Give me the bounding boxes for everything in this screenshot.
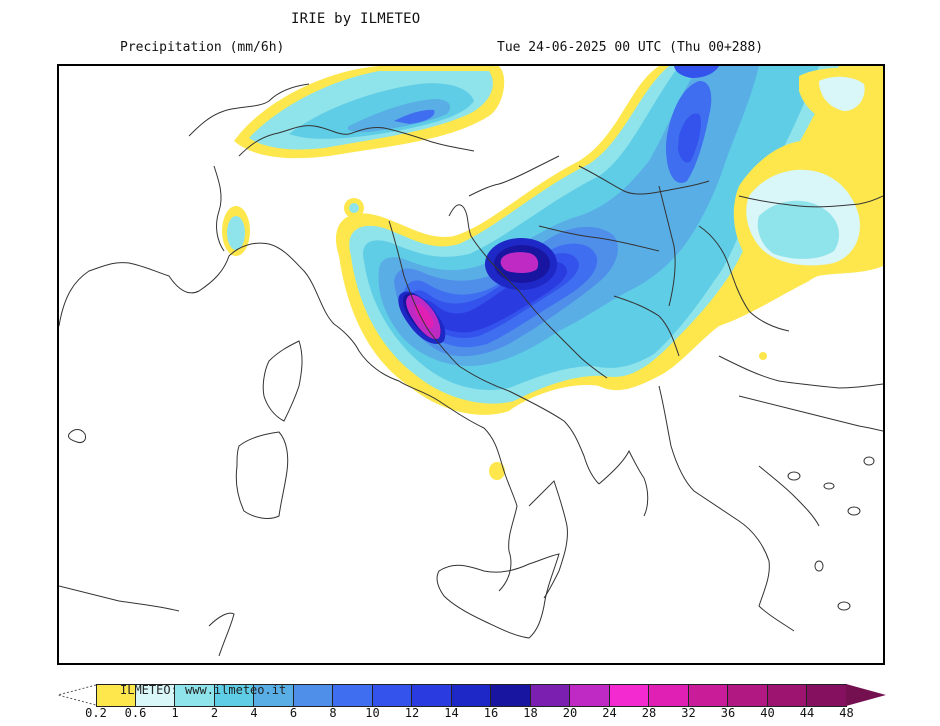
precipitation-field	[222, 66, 883, 480]
colorbar-cells	[96, 684, 847, 707]
colorbar-cell	[491, 685, 531, 706]
tick-label: 44	[799, 706, 815, 720]
colorbar-cell	[214, 685, 254, 706]
colorbar-cell	[767, 685, 807, 706]
tick-label: 12	[404, 706, 420, 720]
colorbar-cell	[530, 685, 570, 706]
precipitation-map	[57, 64, 885, 665]
tick-label: 0.6	[124, 706, 147, 720]
colorbar-legend: 0.2 0.6 1 2 4 6 8 10 12 14 16 18 20 24 2…	[56, 684, 896, 724]
colorbar-cell	[293, 685, 333, 706]
colorbar-left-arrow	[56, 684, 97, 706]
colorbar-cell	[728, 685, 768, 706]
colorbar-cell	[135, 685, 175, 706]
tick-label: 14	[444, 706, 459, 720]
colorbar-cell	[451, 685, 491, 706]
tick-label: 2	[210, 706, 219, 720]
tick-label: 6	[289, 706, 298, 720]
tick-label: 32	[681, 706, 696, 720]
map-canvas	[59, 66, 883, 657]
colorbar-cell	[412, 685, 452, 706]
tick-label: 36	[720, 706, 736, 720]
variable-label: Precipitation (mm/6h)	[120, 40, 285, 55]
colorbar-cell	[333, 685, 373, 706]
colorbar-cell	[609, 685, 649, 706]
chart-title: IRIE by ILMETEO	[291, 11, 421, 27]
tick-label: 20	[562, 706, 578, 720]
tick-label: 24	[602, 706, 617, 720]
colorbar-cell	[649, 685, 689, 706]
colorbar-cell	[175, 685, 215, 706]
tick-label: 16	[483, 706, 499, 720]
colorbar-cell	[570, 685, 610, 706]
tick-label: 1	[171, 706, 179, 720]
tick-label: 18	[523, 706, 538, 720]
tick-label: 40	[760, 706, 775, 720]
tick-label: 8	[329, 706, 337, 720]
tick-label: 4	[250, 706, 258, 720]
colorbar-cell	[807, 685, 847, 706]
watermark-text: ILMETEO: www.ilmeteo.it	[120, 683, 287, 697]
valid-time-label: Tue 24-06-2025 00 UTC (Thu 00+288)	[497, 40, 764, 55]
colorbar-tick-labels: 0.2 0.6 1 2 4 6 8 10 12 14 16 18 20 24 2…	[84, 706, 904, 722]
colorbar-cell	[372, 685, 412, 706]
tick-label: 48	[839, 706, 854, 720]
tick-label: 0.2	[85, 706, 107, 720]
tick-label: 28	[641, 706, 657, 720]
tick-label: 10	[365, 706, 380, 720]
colorbar-right-arrow	[846, 684, 886, 706]
coastlines-borders	[59, 83, 883, 657]
colorbar-cell	[254, 685, 294, 706]
colorbar-cell	[688, 685, 728, 706]
colorbar-cell	[96, 685, 136, 706]
